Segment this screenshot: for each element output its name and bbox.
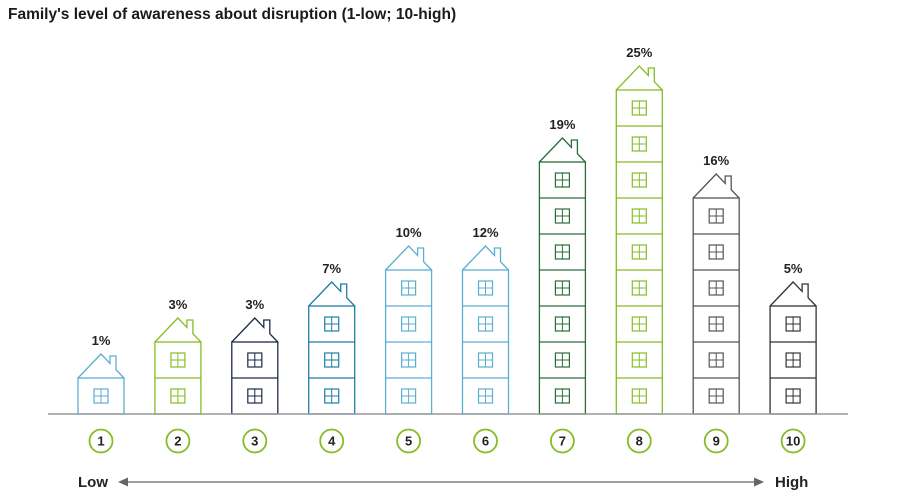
category-circle: [396, 428, 422, 454]
category-label: 1: [97, 434, 104, 449]
house-7: [538, 137, 587, 415]
category-circle: [780, 428, 806, 454]
category-circle: [626, 428, 652, 454]
value-label: 7%: [322, 261, 341, 276]
house-roof: [77, 353, 125, 379]
category-circle: [319, 428, 345, 454]
category-circle: [242, 428, 268, 454]
house-roof: [154, 317, 202, 343]
house-roof: [308, 281, 356, 307]
category-label: 8: [636, 434, 643, 449]
house-10: [769, 281, 817, 415]
house-roof: [462, 245, 509, 271]
house-3: [231, 317, 279, 415]
category-label: 2: [174, 434, 181, 449]
house-roof: [769, 281, 817, 307]
house-8: [615, 65, 663, 415]
value-label: 10%: [396, 225, 422, 240]
value-label: 5%: [784, 261, 803, 276]
category-circle: [473, 428, 498, 454]
axis-arrow-right-head: [754, 477, 764, 487]
labels-group: 1% 1 3% 2 3% 3 7% 4 10% 5 12% 6 19% 7 25% 8 16% 9 5% 10: [88, 45, 806, 454]
house-roof: [538, 137, 586, 163]
house-2: [154, 317, 202, 415]
house-roof: [385, 245, 433, 271]
value-label: 16%: [703, 153, 729, 168]
house-5: [384, 245, 433, 415]
category-label: 5: [405, 434, 412, 449]
house-roof: [692, 173, 740, 199]
category-circle: [88, 428, 114, 454]
value-label: 3%: [169, 297, 188, 312]
house-4: [308, 281, 356, 415]
axis-high-label: High: [775, 474, 808, 491]
category-label: 4: [328, 434, 336, 449]
house-1: [77, 353, 125, 415]
chart-title: Family's level of awareness about disrup…: [8, 6, 457, 23]
category-label: 3: [251, 434, 258, 449]
value-label: 25%: [626, 45, 652, 60]
category-label: 7: [559, 434, 566, 449]
category-label: 10: [786, 434, 800, 449]
value-label: 3%: [245, 297, 264, 312]
category-circle: [550, 428, 575, 454]
axis-group: Low High: [78, 474, 808, 491]
category-circle: [165, 428, 191, 454]
house-6: [461, 245, 510, 415]
houses-group: [77, 65, 817, 415]
house-roof: [615, 65, 663, 91]
house-9: [692, 173, 740, 415]
axis-low-label: Low: [78, 474, 108, 491]
house-roof: [231, 317, 279, 343]
value-label: 1%: [92, 333, 111, 348]
category-circle: [703, 428, 729, 454]
category-label: 9: [713, 434, 720, 449]
value-label: 12%: [472, 225, 498, 240]
axis-arrow-left-head: [118, 477, 128, 487]
value-label: 19%: [549, 117, 575, 132]
category-label: 6: [482, 434, 489, 449]
